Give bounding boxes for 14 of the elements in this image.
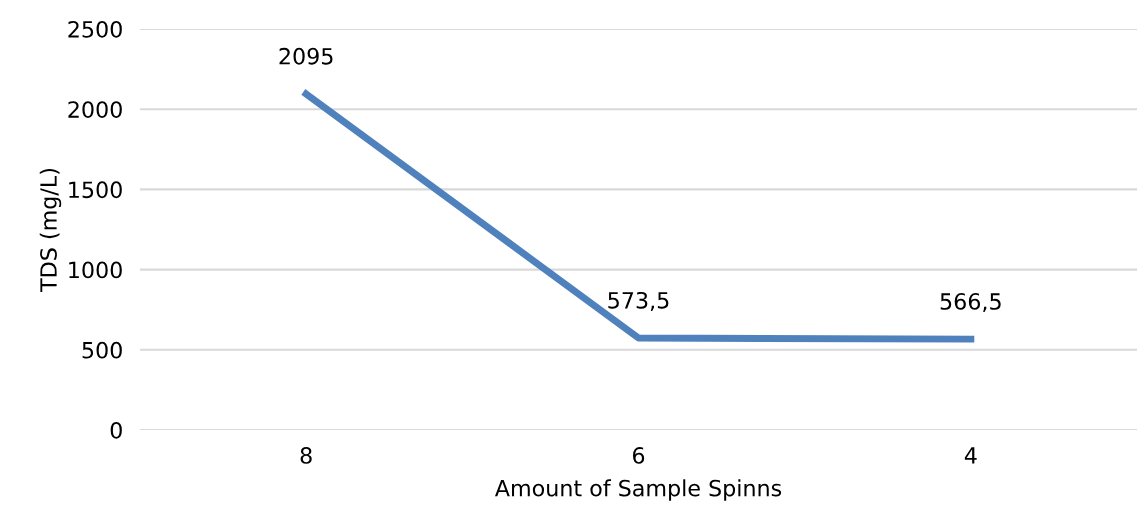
- y-tick-label: 500: [82, 341, 122, 359]
- y-tick-label: 2500: [68, 20, 122, 38]
- y-tick-label: 2000: [68, 101, 122, 118]
- x-tick-label: 6: [632, 447, 645, 464]
- y-tick-label: 1000: [69, 261, 122, 279]
- data-label: 566,5: [940, 293, 1001, 313]
- y-axis-title: TDS (mg/L): [39, 169, 62, 292]
- x-axis-title: Amount of Sample Spinns: [494, 479, 782, 501]
- x-tick-label: 8: [300, 447, 312, 464]
- data-label: 573,5: [608, 291, 669, 311]
- x-tick-label: 4: [964, 447, 977, 464]
- y-tick-label: 0: [110, 421, 122, 439]
- y-tick-label: 1500: [69, 181, 122, 199]
- data-label: 2095: [279, 47, 333, 65]
